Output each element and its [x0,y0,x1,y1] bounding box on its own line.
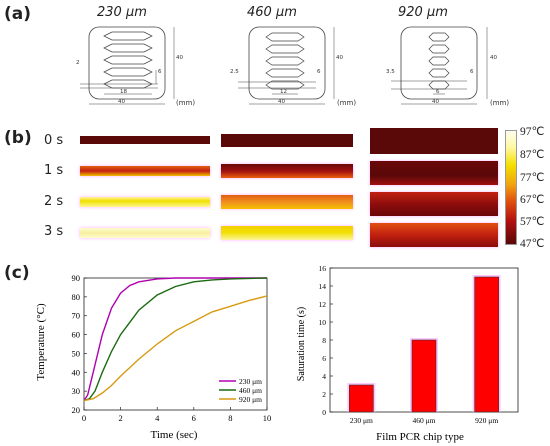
y-tick-label: 50 [72,348,81,358]
thermal-strip-920-1s [370,161,498,185]
thermal-strip-460-2s [221,195,353,209]
time-label-3s: 3 s [44,224,64,239]
dim-230-height: 40 [176,55,183,61]
x-tick-label: 2 [118,413,122,423]
series-line-1 [83,277,268,402]
scale-label-87: 87℃ [520,149,545,161]
scale-label-67: 67℃ [520,194,545,206]
dim-230-channel: 2 [76,60,80,66]
chip-schematic-460 [238,26,335,105]
x-tick-label: 10 [263,413,272,423]
thermal-strip-920-2s [370,192,498,216]
bar-y-tick-label: 14 [319,282,327,291]
x-axis-label: Time (sec) [151,429,198,441]
bar-y-axis-label: Saturation time (s) [296,307,307,381]
unit-460: (mm) [337,99,357,107]
scale-label-97: 97℃ [520,126,545,138]
dim-460-channel: 2.5 [230,69,239,75]
thermal-strip-460-3s [221,226,353,240]
dim-460-height: 40 [336,55,343,61]
y-axis-label: Temperature (°C) [35,303,47,381]
panel-label-a: (a) [4,4,32,24]
bar-0 [349,384,374,413]
y-tick-label: 20 [72,405,81,415]
dim-460-pitch: 6 [317,69,321,75]
chip-schematic-230 [80,26,175,105]
color-scale-bar [505,130,517,245]
bar-y-tick-label: 2 [322,390,326,399]
time-label-2s: 2 s [44,194,64,209]
bar-category-label: 920 μm [475,416,498,425]
y-tick-label: 70 [72,311,81,321]
bar-y-tick-label: 8 [322,336,326,345]
time-label-1s: 1 s [44,163,64,178]
dim-460-width: 40 [278,99,285,105]
dim-230-pitch: 6 [158,69,162,75]
y-tick-label: 80 [72,292,81,302]
chip-title-230: 230 μm [97,5,147,20]
bar-y-tick-label: 4 [322,372,326,381]
bar-category-label: 230 μm [350,416,373,425]
bar-y-tick-label: 12 [319,300,327,309]
dim-920-height: 40 [490,55,497,61]
bar-category-label: 460 μm [413,416,436,425]
saturation-bar-chart: Saturation time (s) Film PCR chip type 0… [296,264,519,443]
bar-y-tick-label: 10 [319,318,327,327]
x-tick-label: 8 [228,413,232,423]
temperature-line-chart: Temperature (°C) Time (sec) 203040506070… [35,273,272,441]
thermal-strip-230-0s [80,136,210,144]
thermal-strip-920-0s [370,128,498,154]
scale-label-77: 77℃ [520,172,545,184]
chip-schematic-920 [391,26,488,105]
thermal-strip-230-2s [80,197,210,207]
series-line-0 [83,277,267,401]
series-line-2 [83,295,268,402]
panel-label-b: (b) [4,128,32,148]
x-tick-label: 0 [82,413,86,423]
dim-230-width: 40 [118,99,125,105]
legend-label-1: 460 μm [239,386,262,395]
dim-230-length: 18 [120,89,127,95]
legend-label-2: 920 μm [239,395,262,404]
chip-title-460: 460 μm [247,5,297,20]
y-tick-label: 30 [72,386,81,396]
panel-label-c: (c) [4,263,30,283]
unit-920: (mm) [490,99,510,107]
scale-label-57: 57℃ [520,216,545,228]
unit-230: (mm) [176,99,196,107]
thermal-strip-460-1s [221,164,353,178]
dim-920-channel: 3.5 [386,69,395,75]
thermal-strip-460-0s [221,134,353,147]
dim-920-length: 6 [436,89,440,95]
thermal-strip-230-1s [80,166,210,176]
dim-920-pitch: 6 [470,69,474,75]
y-tick-label: 40 [72,367,81,377]
bar-2 [474,276,499,413]
y-tick-label: 90 [72,273,81,283]
thermal-strip-230-3s [80,228,210,238]
bar-y-tick-label: 0 [322,408,326,417]
dim-920-width: 40 [432,99,439,105]
x-tick-label: 4 [155,413,160,423]
y-tick-label: 60 [72,330,81,340]
x-tick-label: 6 [192,413,196,423]
bar-y-tick-label: 16 [319,264,327,273]
bar-y-tick-label: 6 [322,354,326,363]
bar-x-axis-label: Film PCR chip type [376,431,464,443]
legend-label-0: 230 μm [239,377,262,386]
bar-1 [411,339,437,413]
scale-label-47: 47℃ [520,238,545,250]
thermal-strip-920-3s [370,223,498,247]
dim-460-length: 12 [280,89,287,95]
chip-title-920: 920 μm [398,5,448,20]
time-label-0s: 0 s [44,133,64,148]
